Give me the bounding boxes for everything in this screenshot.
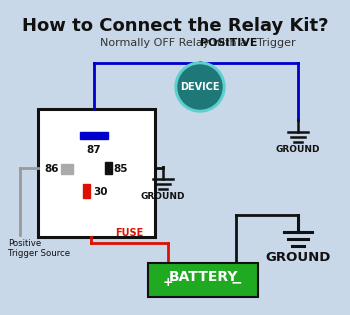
Text: −: − [230,275,242,289]
Text: +: + [162,276,173,289]
Text: DEVICE: DEVICE [180,82,220,92]
Text: 85: 85 [114,164,128,175]
Bar [80,132,108,139]
Text: GROUND: GROUND [265,251,331,264]
Text: BATTERY: BATTERY [168,270,238,284]
Text: How to Connect the Relay Kit?: How to Connect the Relay Kit? [22,17,328,35]
Text: GROUND: GROUND [276,145,320,154]
Bar [105,163,112,175]
Bar [84,184,91,198]
Bar [148,263,258,297]
Text: GROUND: GROUND [141,192,185,201]
Circle shape [175,62,225,112]
Bar [38,109,155,237]
Text: Normally OFF Relay with a: Normally OFF Relay with a [100,38,254,48]
Text: 30: 30 [93,187,108,197]
Bar [61,164,74,175]
Text: POSITIVE: POSITIVE [200,38,258,48]
Text: FUSE: FUSE [116,228,144,238]
Text: Trigger: Trigger [250,38,296,48]
Text: 86: 86 [44,164,58,175]
Circle shape [178,65,222,109]
Text: 87: 87 [87,145,101,155]
Text: Positive
Trigger Source: Positive Trigger Source [8,239,70,258]
